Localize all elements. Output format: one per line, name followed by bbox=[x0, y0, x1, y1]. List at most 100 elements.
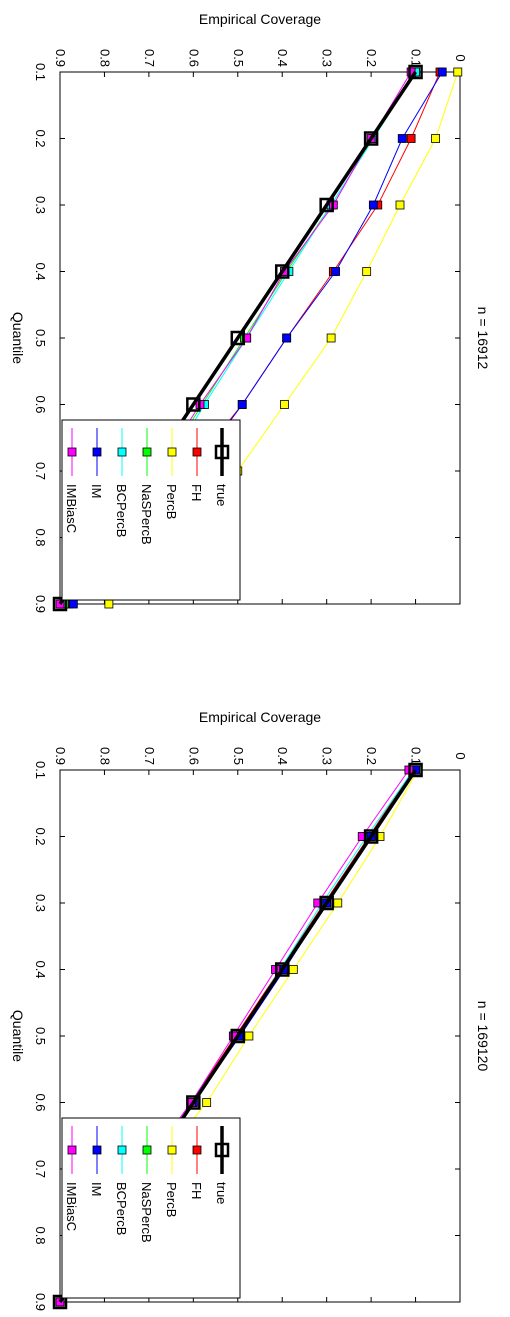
chart-panel-1: 00.10.20.30.40.50.60.70.80.9 0.10.20.30.… bbox=[10, 11, 491, 613]
y-tick-label: 0.9 bbox=[53, 747, 68, 765]
y-tick-label: 0.7 bbox=[142, 49, 157, 67]
legend-marker bbox=[117, 1145, 127, 1155]
x-tick-label: 0.1 bbox=[33, 63, 48, 81]
legend-item-percb: PercB bbox=[164, 428, 179, 519]
legend-marker bbox=[192, 447, 202, 457]
y-tick-label: 0.8 bbox=[97, 49, 112, 67]
data-point bbox=[230, 330, 246, 346]
y-tick-label: 0.5 bbox=[231, 49, 246, 67]
data-point bbox=[202, 1098, 212, 1107]
x-tick-label: 0.8 bbox=[33, 528, 48, 546]
data-point bbox=[397, 134, 407, 143]
x-tick-label: 0.7 bbox=[33, 1160, 48, 1178]
legend-item-im: IM bbox=[89, 1126, 104, 1196]
y-tick-label: 0.9 bbox=[53, 49, 68, 67]
data-point bbox=[186, 397, 201, 412]
data-point bbox=[319, 197, 334, 213]
data-point bbox=[52, 596, 68, 612]
legend-label: IMBiasC bbox=[64, 484, 79, 533]
data-point bbox=[333, 898, 343, 908]
x-tick-label: 0.4 bbox=[33, 960, 48, 978]
data-point bbox=[395, 200, 405, 210]
legend-item-im: IM bbox=[89, 428, 104, 498]
data-point bbox=[230, 1028, 246, 1044]
y-tick-label: 0.6 bbox=[186, 49, 201, 67]
legend-marker bbox=[167, 1145, 177, 1155]
y-tick-label: 0.8 bbox=[97, 747, 112, 765]
data-point bbox=[288, 965, 298, 974]
y-axis-label: Empirical Coverage bbox=[199, 709, 321, 725]
data-point bbox=[237, 400, 247, 409]
legend-marker bbox=[142, 447, 152, 457]
data-point bbox=[331, 267, 340, 276]
data-point bbox=[274, 264, 290, 279]
x-axis-label: Quantile bbox=[10, 312, 26, 364]
chart-title: n = 169120 bbox=[475, 1001, 491, 1072]
data-point bbox=[363, 829, 379, 844]
x-axis-label: Quantile bbox=[10, 1010, 26, 1062]
legend-marker bbox=[92, 1145, 102, 1155]
data-point bbox=[280, 400, 289, 409]
legend-item-naspercb: NaSPercB bbox=[139, 1126, 154, 1243]
legend-marker bbox=[214, 444, 230, 460]
legend-marker bbox=[214, 1142, 230, 1158]
legend-marker bbox=[67, 447, 77, 457]
data-point bbox=[326, 333, 336, 343]
y-tick-label: 0.3 bbox=[320, 49, 335, 67]
x-tick-label: 0.6 bbox=[33, 1093, 48, 1111]
legend-marker bbox=[67, 1145, 77, 1155]
data-point bbox=[453, 67, 463, 77]
legend-item-imbiasc: IMBiasC bbox=[64, 1126, 79, 1231]
x-tick-label: 0.3 bbox=[33, 894, 48, 912]
data-point bbox=[244, 1031, 254, 1041]
y-tick-label: 0.1 bbox=[409, 747, 424, 765]
data-point bbox=[408, 762, 423, 778]
y-tick-label: 0.2 bbox=[364, 747, 379, 765]
legend-label: IMBiasC bbox=[64, 1182, 79, 1231]
x-tick-label: 0.6 bbox=[33, 395, 48, 413]
legend-label: PercB bbox=[164, 1182, 179, 1217]
x-tick-label: 0.7 bbox=[33, 462, 48, 480]
x-tick-label: 0.9 bbox=[33, 1293, 48, 1311]
x-tick-label: 0.2 bbox=[33, 827, 48, 845]
data-point bbox=[363, 131, 379, 146]
legend-item-true: true bbox=[214, 428, 230, 506]
data-point bbox=[52, 1294, 68, 1310]
legend-label: FH bbox=[189, 484, 204, 501]
x-tick-label: 0.8 bbox=[33, 1226, 48, 1244]
x-tick-label: 0.5 bbox=[33, 1027, 48, 1045]
x-ticks: 0.1 0.2 0.3 0.4 0.5 0.6 0.7 0.8 0.9 bbox=[33, 63, 460, 613]
y-tick-label: 0 bbox=[453, 752, 468, 759]
legend-marker bbox=[117, 447, 127, 457]
chart-title: n = 16912 bbox=[475, 307, 491, 370]
legend-label: PercB bbox=[164, 484, 179, 519]
data-point bbox=[431, 134, 440, 143]
x-tick-label: 0.3 bbox=[33, 196, 48, 214]
y-tick-label: 0.4 bbox=[275, 747, 290, 765]
legend-item-naspercb: NaSPercB bbox=[139, 428, 154, 545]
legend-marker bbox=[92, 447, 102, 457]
legend-marker bbox=[192, 1145, 202, 1155]
x-tick-label: 0.1 bbox=[33, 761, 48, 779]
data-point bbox=[104, 599, 114, 609]
legend-label: FH bbox=[189, 1182, 204, 1199]
y-axis-label: Empirical Coverage bbox=[199, 11, 321, 27]
legend-item-bcpercb: BCPercB bbox=[114, 1126, 129, 1235]
y-ticks: 0 0.1 0.2 0.3 0.4 0.5 0.6 0.7 0.8 0.9 bbox=[53, 49, 468, 604]
x-tick-label: 0.5 bbox=[33, 329, 48, 347]
data-point bbox=[274, 962, 290, 977]
legend-label: IM bbox=[89, 1182, 104, 1196]
legend-label: NaSPercB bbox=[139, 484, 154, 545]
data-point bbox=[437, 67, 447, 77]
legend-label: IM bbox=[89, 484, 104, 498]
legend-item-true: true bbox=[214, 1126, 230, 1204]
data-point bbox=[282, 333, 292, 343]
data-point bbox=[362, 267, 372, 276]
legend: true FH PercB NaSPercB BCPercB IM IMBiasC bbox=[61, 1117, 241, 1299]
data-point bbox=[186, 1095, 201, 1110]
legend-marker bbox=[167, 447, 177, 457]
legend: true FH PercB NaSPercB BCPercB IM IMBiasC bbox=[61, 419, 241, 601]
legend-item-percb: PercB bbox=[164, 1126, 179, 1217]
legend-item-imbiasc: IMBiasC bbox=[64, 428, 79, 533]
data-point bbox=[68, 599, 78, 609]
